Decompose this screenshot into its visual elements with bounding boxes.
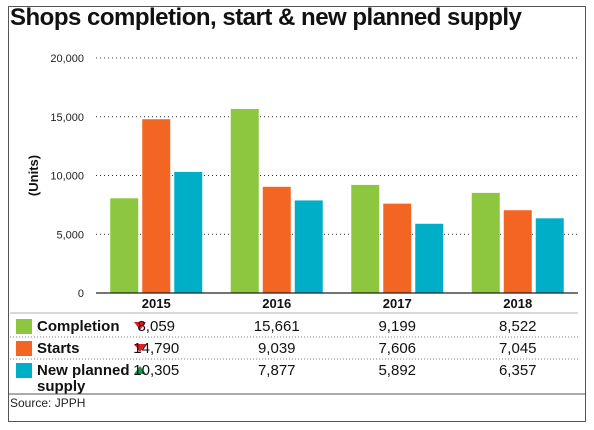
x-tick-label: 2017 <box>383 296 412 311</box>
legend-swatch-completion <box>16 319 32 334</box>
bar-new-planned-supply-2017 <box>415 223 444 293</box>
bar-completion-2018 <box>471 192 500 293</box>
trend-arrow-down-icon <box>134 344 146 352</box>
data-label: 6,357 <box>499 362 537 379</box>
y-tick-label: 15,000 <box>50 112 84 124</box>
data-label: 9,039 <box>258 340 296 357</box>
legend-label: supply <box>37 378 86 395</box>
trend-arrow-up-icon <box>134 366 146 374</box>
data-table: Completion 8,059 15,661 9,199 8,522 Starts 14,… <box>9 312 585 395</box>
legend-label: Completion <box>37 318 120 335</box>
bar-new-planned-supply-2018 <box>535 218 564 293</box>
legend-label: New planned <box>37 362 130 379</box>
x-tick-label: 2016 <box>262 296 291 311</box>
legend-label: Starts <box>37 340 80 357</box>
trend-arrow-down-icon <box>134 322 146 330</box>
bar-completion-2015 <box>110 198 139 293</box>
data-label: 8,059 <box>137 318 175 335</box>
data-label: 5,892 <box>378 362 416 379</box>
axes: 0 5,000 10,000 15,000 20,000 (Units) 2015 2016 2… <box>26 53 578 311</box>
bar-completion-2016 <box>230 108 259 294</box>
y-tick-label: 20,000 <box>50 53 84 65</box>
y-axis-label: (Units) <box>26 155 41 196</box>
bars <box>110 108 564 294</box>
x-tick-label: 2015 <box>142 296 171 311</box>
data-label: 10,305 <box>133 362 179 379</box>
data-label: 7,877 <box>258 362 296 379</box>
chart-title: Shops completion, start & new planned su… <box>10 4 522 31</box>
legend-swatch-starts <box>16 341 32 356</box>
y-tick-label: 10,000 <box>50 171 84 183</box>
data-label: 15,661 <box>254 318 300 335</box>
data-label: 7,606 <box>378 340 416 357</box>
data-label: 9,199 <box>378 318 416 335</box>
y-tick-label: 0 <box>78 288 84 300</box>
data-label: 8,522 <box>499 318 537 335</box>
bar-starts-2015 <box>142 119 171 293</box>
y-tick-label: 5,000 <box>56 229 84 241</box>
bar-completion-2017 <box>351 184 380 293</box>
bar-starts-2017 <box>383 203 412 293</box>
legend-swatch-new-planned-supply <box>16 363 32 378</box>
bar-new-planned-supply-2016 <box>294 200 323 293</box>
bar-starts-2016 <box>262 186 291 293</box>
source-note: Source: JPPH <box>10 396 86 410</box>
x-tick-label: 2018 <box>503 296 532 311</box>
data-label: 14,790 <box>133 340 179 357</box>
bar-starts-2018 <box>503 210 532 293</box>
data-label: 7,045 <box>499 340 537 357</box>
bar-new-planned-supply-2015 <box>174 171 203 293</box>
